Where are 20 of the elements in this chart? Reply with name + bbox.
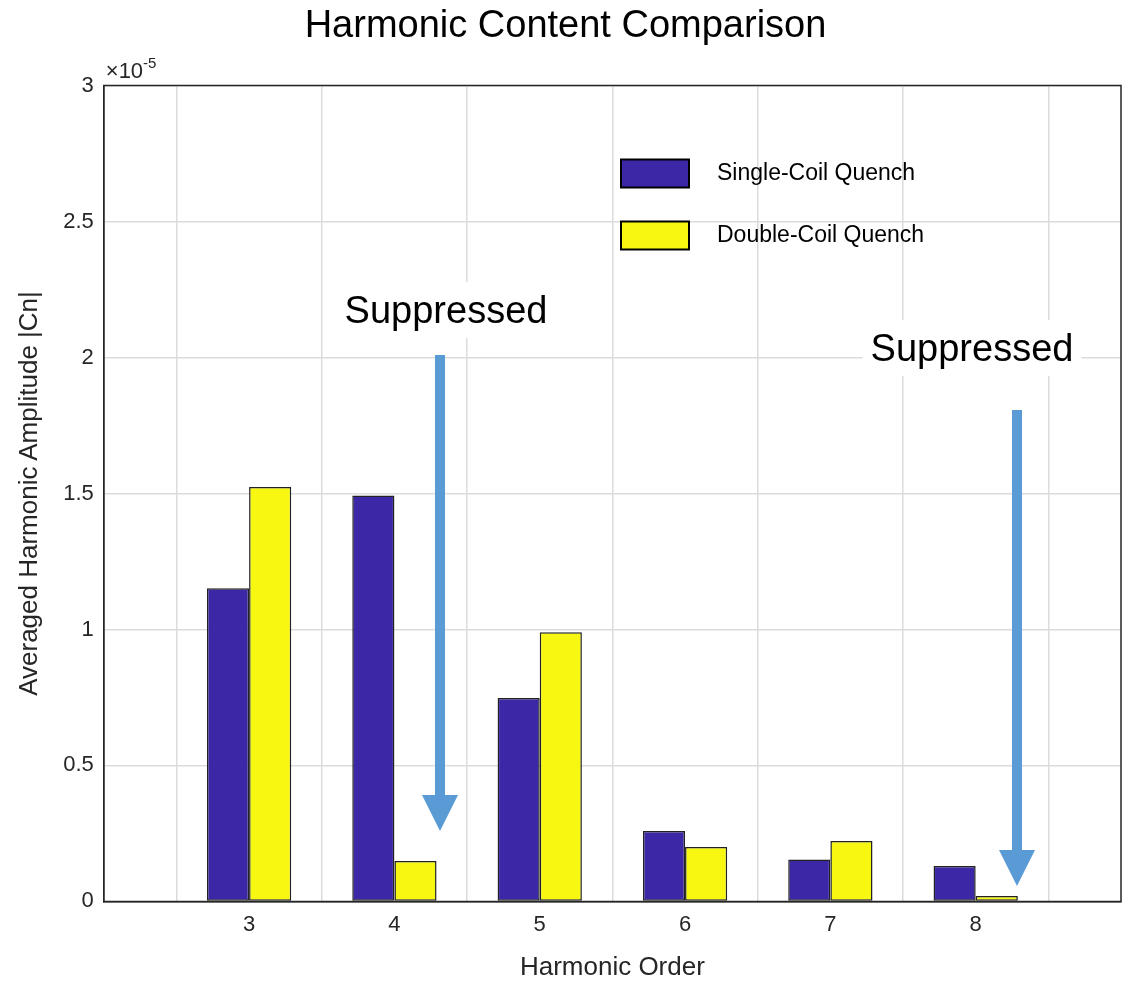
y-tick-label: 2.5 [63, 207, 94, 233]
y-tick-label: 3 [81, 71, 94, 97]
y-tick-label: 0.5 [63, 751, 94, 777]
annotation: Suppressed [870, 327, 1074, 369]
y-tick-label: 1.5 [63, 479, 94, 505]
x-tick-label: 5 [533, 910, 546, 936]
y-tick-label: 0 [81, 887, 94, 913]
chart-title: Harmonic Content Comparison [304, 3, 827, 46]
x-tick-label: 3 [242, 910, 256, 936]
legend-label: Single-Coil Quench [717, 158, 916, 185]
y-tick-label: 2 [81, 343, 94, 369]
x-axis-title: Harmonic Order [519, 950, 706, 981]
annotation: Suppressed [344, 289, 548, 331]
x-tick-label: 6 [678, 910, 692, 936]
x-tick-label: 4 [388, 910, 401, 936]
y-axis-title: Averaged Harmonic Amplitude |Cn| [12, 291, 43, 696]
x-tick-label: 8 [969, 910, 982, 936]
x-tick-label: 7 [824, 910, 837, 936]
y-tick-label: 1 [81, 615, 94, 641]
legend-label: Double-Coil Quench [717, 220, 925, 247]
